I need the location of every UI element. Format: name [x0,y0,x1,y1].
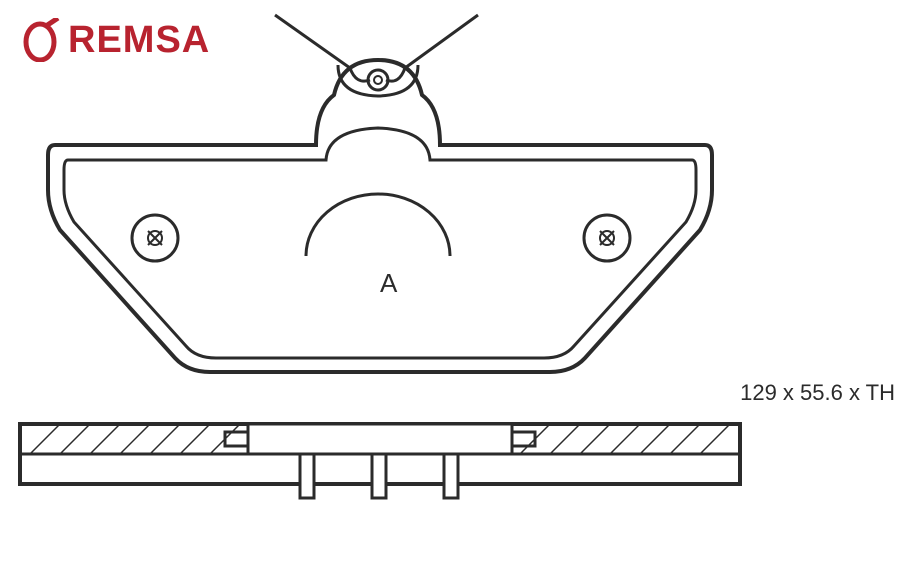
variant-label: A [380,268,397,299]
side-view [20,424,740,498]
dimensions-label: 129 x 55.6 x TH [740,380,895,406]
side-tab-2 [372,454,386,498]
side-clip-left-hook [225,432,248,446]
brake-pad-diagram [0,0,900,561]
wear-indicator-arc [306,194,450,256]
center-pin-inner [374,76,382,84]
side-clip-right-hook [512,432,535,446]
front-view [48,15,712,372]
side-tab-3 [444,454,458,498]
side-clip-plate [248,424,512,454]
center-pin-outer [368,70,388,90]
side-tab-1 [300,454,314,498]
